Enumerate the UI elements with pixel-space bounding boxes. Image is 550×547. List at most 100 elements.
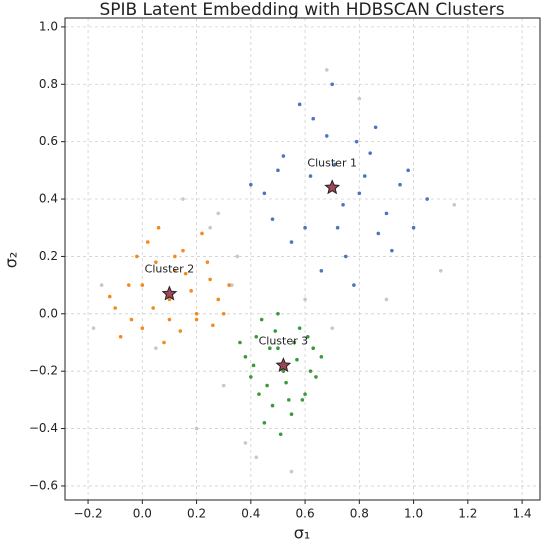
point (341, 202, 345, 207)
point (276, 168, 280, 173)
point (183, 271, 188, 276)
point (300, 398, 305, 402)
point (254, 455, 259, 460)
point (243, 441, 248, 445)
point (330, 82, 335, 87)
point (311, 116, 316, 121)
point (216, 211, 221, 216)
point (314, 375, 318, 379)
point (297, 326, 302, 330)
point (406, 168, 410, 173)
point (140, 326, 145, 330)
point (181, 197, 185, 201)
y-tick-label: −0.4 (29, 421, 58, 435)
y-tick-label: −0.6 (29, 478, 58, 492)
point (238, 340, 242, 345)
point (200, 231, 204, 236)
x-tick-label: 0.4 (241, 507, 260, 521)
y-tick-label: −0.2 (29, 364, 58, 378)
point (354, 139, 359, 144)
point (305, 334, 310, 339)
point (292, 340, 297, 345)
point (208, 225, 212, 230)
centroid (324, 179, 341, 195)
point (390, 248, 394, 253)
point (270, 217, 275, 221)
point (151, 306, 155, 310)
point (251, 363, 256, 368)
y-tick-label: 0.2 (39, 249, 58, 263)
point (324, 68, 329, 72)
point (270, 403, 275, 408)
cluster-label: Cluster 2 (145, 263, 195, 276)
point (216, 297, 221, 302)
cluster-label: Cluster 3 (259, 334, 309, 347)
point (262, 421, 267, 425)
point (384, 211, 389, 216)
point (297, 102, 302, 107)
x-tick-label: 1.0 (404, 507, 423, 521)
y-tick-label: 1.0 (39, 19, 58, 33)
point (178, 329, 183, 333)
point (373, 125, 378, 130)
point (303, 225, 307, 230)
point (205, 260, 210, 264)
point (278, 432, 283, 437)
point (333, 162, 337, 167)
point (319, 268, 324, 273)
point (287, 398, 291, 402)
x-tick-label: −0.2 (73, 507, 102, 521)
point (273, 329, 278, 333)
x-axis-label: σ₁ (294, 524, 311, 543)
point (268, 346, 272, 351)
centroid (161, 285, 178, 301)
point (208, 277, 212, 282)
point (265, 383, 269, 388)
point (376, 231, 381, 236)
point (194, 426, 199, 431)
point (411, 225, 416, 230)
point (368, 151, 372, 155)
x-tick-label: 0.6 (296, 507, 315, 521)
point (154, 346, 158, 351)
point (259, 317, 264, 322)
point (289, 412, 294, 417)
x-tick-label: 0.2 (187, 507, 206, 521)
point (281, 369, 286, 373)
x-tick-label: 0.0 (133, 507, 152, 521)
point (276, 311, 280, 316)
point (352, 283, 356, 287)
point (227, 283, 231, 287)
centroid (275, 357, 292, 373)
point (289, 240, 294, 244)
point (303, 392, 307, 396)
point (194, 311, 199, 316)
x-tick-label: 1.4 (513, 507, 532, 521)
point (162, 340, 166, 345)
point (324, 134, 329, 138)
y-tick-label: 0.8 (39, 77, 58, 91)
point (126, 283, 131, 287)
point (398, 182, 402, 187)
y-tick-label: 0.4 (39, 192, 58, 206)
point (335, 225, 340, 230)
x-tick-label: 1.2 (458, 507, 477, 521)
point (243, 355, 248, 359)
point (135, 254, 139, 259)
point (262, 191, 267, 196)
point (289, 469, 294, 474)
point (308, 369, 313, 373)
point (167, 317, 172, 322)
point (357, 191, 362, 196)
point (311, 346, 316, 351)
y-tick-label: 0.6 (39, 134, 58, 148)
point (284, 380, 288, 385)
point (129, 317, 134, 322)
point (357, 96, 362, 101)
point (281, 154, 286, 158)
point (173, 254, 177, 259)
point (230, 283, 234, 287)
point (295, 357, 299, 362)
